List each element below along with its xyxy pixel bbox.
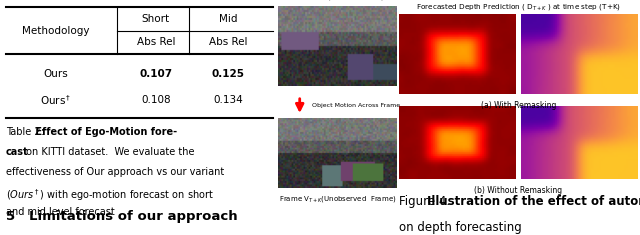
- Text: 0.134: 0.134: [213, 95, 243, 105]
- Text: 5   Limitations of our approach: 5 Limitations of our approach: [6, 210, 237, 223]
- Text: Forecasted Depth Prediction ( D$_{T+K}$ ) at time step (T+K): Forecasted Depth Prediction ( D$_{T+K}$ …: [416, 2, 621, 12]
- Text: Abs Rel: Abs Rel: [209, 37, 248, 47]
- Text: Methodology: Methodology: [22, 26, 90, 35]
- Text: Abs Rel: Abs Rel: [137, 37, 175, 47]
- Text: Frame V$_{T+K}$(Unobserved  Frame): Frame V$_{T+K}$(Unobserved Frame): [279, 194, 396, 204]
- Text: 0.107: 0.107: [140, 69, 172, 79]
- Text: Illustration of the effect of automask: Illustration of the effect of automask: [428, 195, 640, 208]
- Text: Effect of Ego-Motion fore-: Effect of Ego-Motion fore-: [32, 127, 177, 137]
- Text: Ours$^\dagger$: Ours$^\dagger$: [40, 93, 72, 107]
- Text: on depth forecasting: on depth forecasting: [399, 221, 522, 234]
- Text: Ours: Ours: [44, 69, 68, 79]
- Text: 0.125: 0.125: [212, 69, 244, 79]
- Text: and mid level forecast: and mid level forecast: [6, 207, 115, 217]
- Text: Frame V$_T$  (Last Observed): Frame V$_T$ (Last Observed): [291, 0, 385, 2]
- Text: Object Motion Across Frame: Object Motion Across Frame: [312, 103, 399, 108]
- Text: on KITTI dataset.  We evaluate the: on KITTI dataset. We evaluate the: [23, 147, 195, 157]
- Text: ($Ours^\dagger$) with ego-motion forecast on short: ($Ours^\dagger$) with ego-motion forecas…: [6, 187, 214, 203]
- Text: Figure 4.: Figure 4.: [399, 195, 458, 208]
- Text: effectiveness of Our approach vs our variant: effectiveness of Our approach vs our var…: [6, 167, 224, 177]
- Text: cast: cast: [6, 147, 28, 157]
- Text: Mid: Mid: [219, 14, 237, 24]
- Text: (b) Without Remasking: (b) Without Remasking: [474, 186, 563, 195]
- Text: Short: Short: [142, 14, 170, 24]
- Text: 0.108: 0.108: [141, 95, 171, 105]
- Text: Table 2:: Table 2:: [6, 127, 44, 137]
- Text: (a) With Remasking: (a) With Remasking: [481, 101, 556, 110]
